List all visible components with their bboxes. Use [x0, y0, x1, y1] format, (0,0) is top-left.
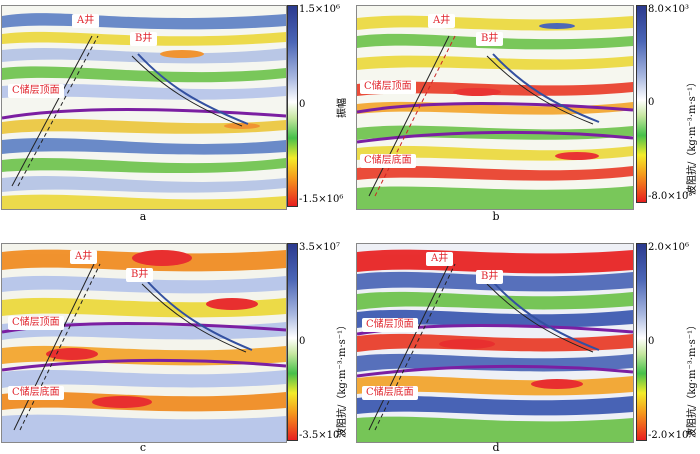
panel-d-cb-mid: 0	[648, 336, 655, 347]
panel-d-axis-title: 波阻抗/（kg·m⁻³·m·s⁻¹）	[687, 319, 698, 438]
panel-c-caption: c	[139, 441, 147, 454]
panel-c-colorbar	[287, 243, 298, 441]
panel-d-bottom-label: C储层底面	[362, 386, 418, 400]
panel-b-colorbar	[636, 5, 647, 203]
panel-b-top-label: C储层顶面	[360, 80, 416, 94]
panel-c-top-label: C储层顶面	[8, 316, 64, 330]
panel-a-well-b-label: B井	[130, 32, 158, 46]
panel-d-well-a-label: A井	[426, 252, 454, 266]
panel-d-top-label: C储层顶面	[362, 318, 418, 332]
panel-a-caption: a	[139, 210, 147, 223]
panel-c-cb-mid: 0	[299, 336, 306, 347]
panel-a-colorbar	[287, 5, 298, 207]
panel-a-cb-max: 1.5×10⁶	[299, 4, 341, 15]
panel-b-cb-min: -8.0×10³	[648, 191, 693, 202]
panel-b-bottom-label: C储层底面	[360, 154, 416, 168]
panel-b-caption: b	[492, 210, 500, 223]
panel-c-cb-max: 3.5×10⁷	[299, 242, 341, 253]
panel-c-bottom-label: C储层底面	[8, 386, 64, 400]
panel-a-axis-title: 振幅	[337, 98, 348, 118]
panel-d-caption: d	[492, 441, 500, 454]
panel-d-well-b-label: B井	[476, 270, 504, 284]
panel-c-well-b-label: B井	[126, 268, 154, 282]
panel-a-well-a-label: A井	[72, 14, 100, 28]
panel-d-cb-max: 2.0×10⁶	[648, 242, 690, 253]
panel-b-axis-title: 波阻抗/（kg·m⁻³·m·s⁻¹）	[687, 76, 698, 195]
panel-a-cb-min: -1.5×10⁶	[299, 194, 344, 205]
panel-b-well-a-label: A井	[428, 14, 456, 28]
panel-d-colorbar	[636, 243, 647, 441]
panel-b-well-b-label: B井	[476, 32, 504, 46]
panel-c-axis-title: 波阻抗/（kg·m⁻³·m·s⁻¹）	[337, 319, 348, 438]
panel-a-cb-mid: 0	[299, 99, 306, 110]
panel-c-well-a-label: A井	[70, 250, 98, 264]
panel-d-cb-min: -2.0×10⁶	[648, 430, 693, 441]
panel-b-cb-max: 8.0×10³	[648, 4, 690, 15]
panel-a-top-label: C储层顶面	[8, 84, 64, 98]
panel-b-cb-mid: 0	[648, 97, 655, 108]
panel-c-cb-min: -3.5×10⁷	[299, 430, 344, 441]
